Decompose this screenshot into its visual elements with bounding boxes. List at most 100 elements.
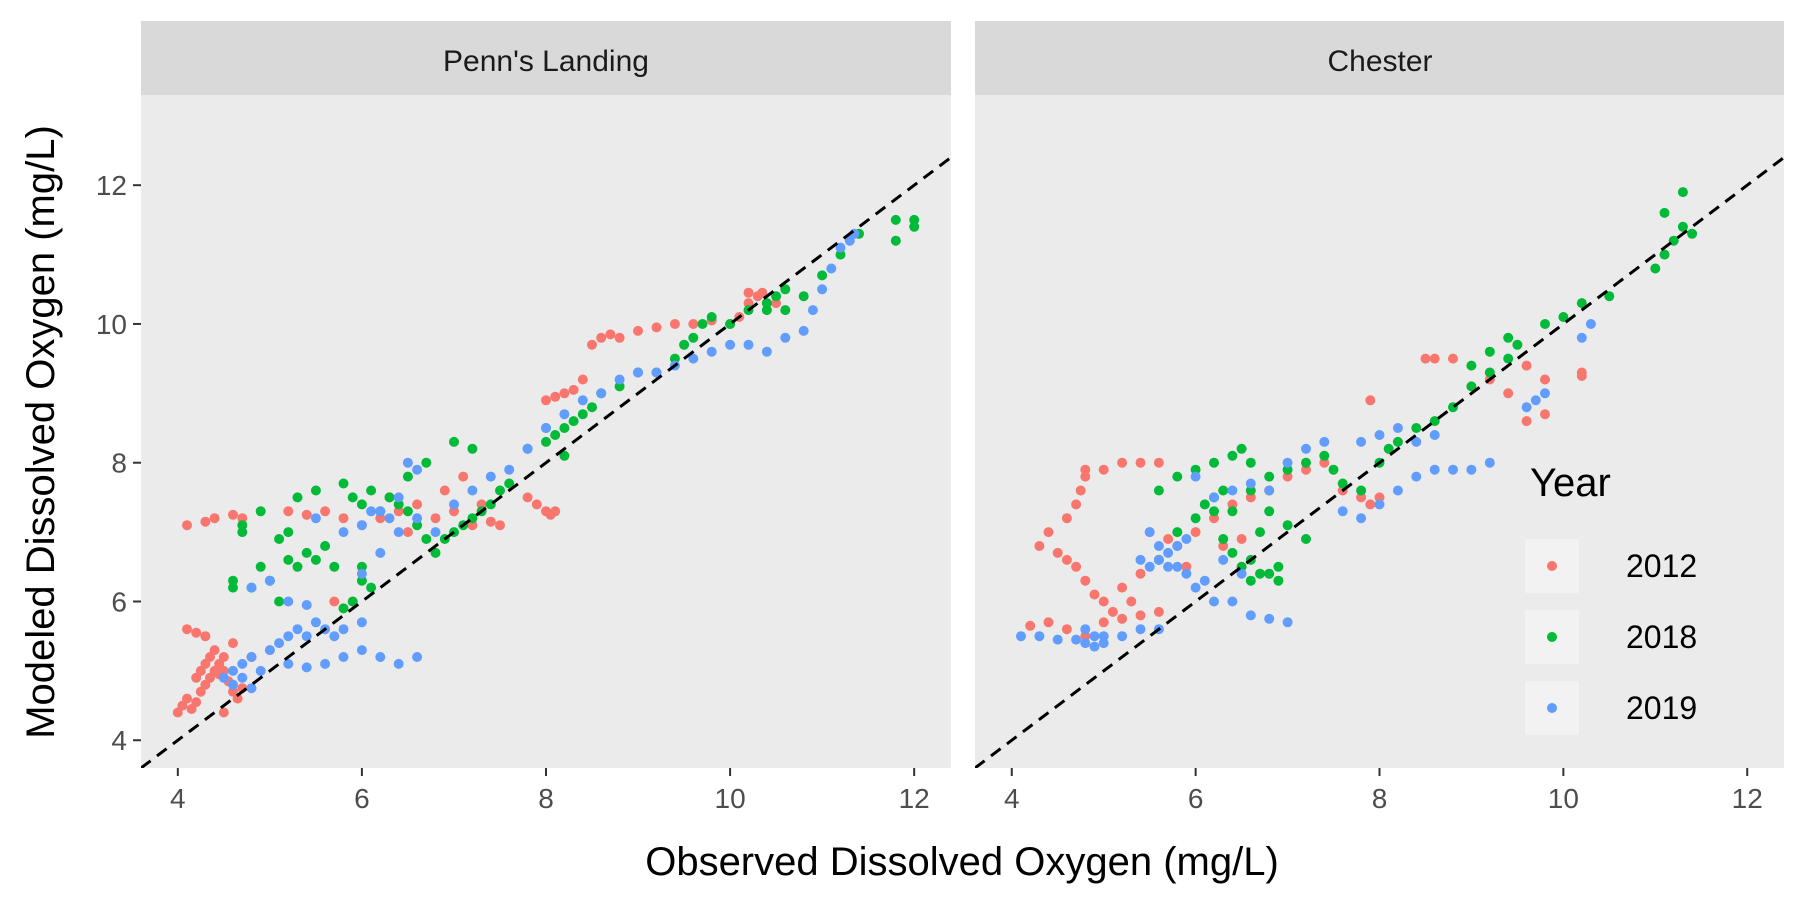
point-2012-44 [467, 520, 478, 531]
y-tick-label: 4 [111, 725, 127, 756]
point-2012-26 [1135, 568, 1146, 579]
point-2012-33 [195, 665, 206, 676]
point-2018-32 [412, 520, 423, 531]
point-2018-71 [798, 291, 809, 302]
point-2018-27 [366, 485, 377, 496]
point-2019-3 [246, 652, 257, 662]
point-2012-64 [605, 329, 616, 340]
x-tick-label: 10 [715, 783, 746, 814]
point-2018-55 [1301, 534, 1311, 544]
x-tick-label: 10 [1548, 783, 1579, 814]
point-2012-30 [1209, 513, 1219, 524]
point-2018-57 [1245, 575, 1256, 586]
point-2019-56 [743, 339, 754, 350]
point-2018-22 [292, 492, 303, 503]
point-2012-9 [1043, 527, 1054, 538]
point-2012-62 [587, 339, 597, 350]
point-2019-68 [366, 506, 377, 517]
point-2012-63 [596, 332, 607, 343]
point-2019-0 [1016, 631, 1026, 642]
point-2012-51 [476, 499, 487, 510]
point-2019-16 [1172, 541, 1183, 551]
point-2018-5 [274, 596, 285, 607]
point-2018-46 [1677, 221, 1688, 232]
point-2018-39 [1540, 319, 1550, 329]
point-2019-40 [1429, 464, 1440, 475]
point-2018-34 [1503, 353, 1514, 364]
point-2019-10 [283, 631, 294, 642]
point-2012-23 [191, 627, 202, 638]
point-2019-26 [1282, 617, 1293, 628]
point-2019-25 [412, 652, 423, 662]
point-2019-61 [817, 284, 828, 295]
point-2019-14 [1153, 554, 1164, 565]
point-2019-42 [485, 471, 496, 482]
point-2019-67 [384, 513, 395, 524]
point-2018-33 [421, 534, 432, 544]
point-2012-13 [1080, 575, 1091, 586]
point-2018-7 [292, 561, 303, 572]
y-tick-label: 10 [96, 309, 127, 340]
point-2018-14 [1190, 464, 1201, 475]
point-2019-9 [274, 638, 285, 649]
point-2019-59 [798, 325, 809, 336]
point-2019-47 [1411, 436, 1422, 447]
point-2019-36 [1356, 513, 1367, 524]
point-2019-23 [375, 652, 386, 662]
point-2018-70 [780, 305, 791, 316]
point-2012-30 [218, 707, 229, 718]
point-2019-13 [310, 617, 321, 628]
point-2019-44 [1356, 436, 1367, 447]
point-2012-52 [522, 492, 533, 503]
point-2012-57 [541, 395, 551, 406]
point-2019-5 [1089, 641, 1100, 652]
x-axis: 4 6 8 10 12 [1004, 768, 1763, 814]
point-2012-34 [283, 506, 294, 517]
point-2018-29 [1411, 423, 1422, 433]
point-2018-42 [504, 478, 515, 489]
point-2018-34 [430, 547, 441, 558]
point-2018-30 [393, 499, 404, 510]
point-2012-79 [329, 596, 340, 607]
x-tick-label: 6 [354, 783, 370, 814]
point-2019-12 [1098, 631, 1109, 642]
facet-title: Penn's Landing [443, 45, 649, 78]
point-2012-65 [614, 332, 625, 343]
point-2018-49 [1687, 228, 1698, 239]
point-2019-2 [237, 658, 248, 669]
point-2012-43 [449, 506, 459, 517]
point-2012-36 [1319, 457, 1330, 468]
point-2019-40 [449, 499, 459, 510]
point-2019-34 [1319, 436, 1330, 447]
point-2019-35 [356, 520, 367, 531]
point-2012-56 [1163, 534, 1174, 544]
point-2019-20 [1163, 561, 1174, 572]
point-2019-8 [1135, 624, 1146, 635]
point-2012-58 [1126, 596, 1137, 607]
point-2018-77 [909, 214, 920, 225]
point-2019-24 [393, 658, 404, 669]
point-2012-2 [182, 693, 192, 704]
point-2012-42 [1420, 353, 1431, 364]
point-2018-18 [237, 527, 248, 538]
point-2012-50 [1540, 409, 1550, 420]
point-2018-48 [1659, 207, 1670, 218]
point-2019-39 [412, 464, 423, 475]
point-2012-41 [412, 499, 423, 510]
point-2018-69 [780, 284, 791, 295]
y-tick-label: 8 [111, 448, 127, 479]
point-2019-12 [301, 631, 312, 642]
point-2018-9 [1255, 568, 1265, 579]
point-2019-27 [264, 575, 275, 586]
point-2018-2 [1190, 513, 1201, 524]
point-2018-46 [421, 457, 432, 468]
point-2019-18 [283, 658, 294, 669]
point-2018-5 [1218, 534, 1229, 544]
point-2012-0 [1025, 620, 1036, 631]
x-tick-label: 8 [538, 783, 554, 814]
point-2012-37 [338, 513, 349, 524]
point-2018-21 [283, 527, 294, 538]
point-2012-19 [228, 638, 238, 649]
point-2018-24 [338, 478, 349, 489]
point-2019-51 [651, 367, 662, 378]
